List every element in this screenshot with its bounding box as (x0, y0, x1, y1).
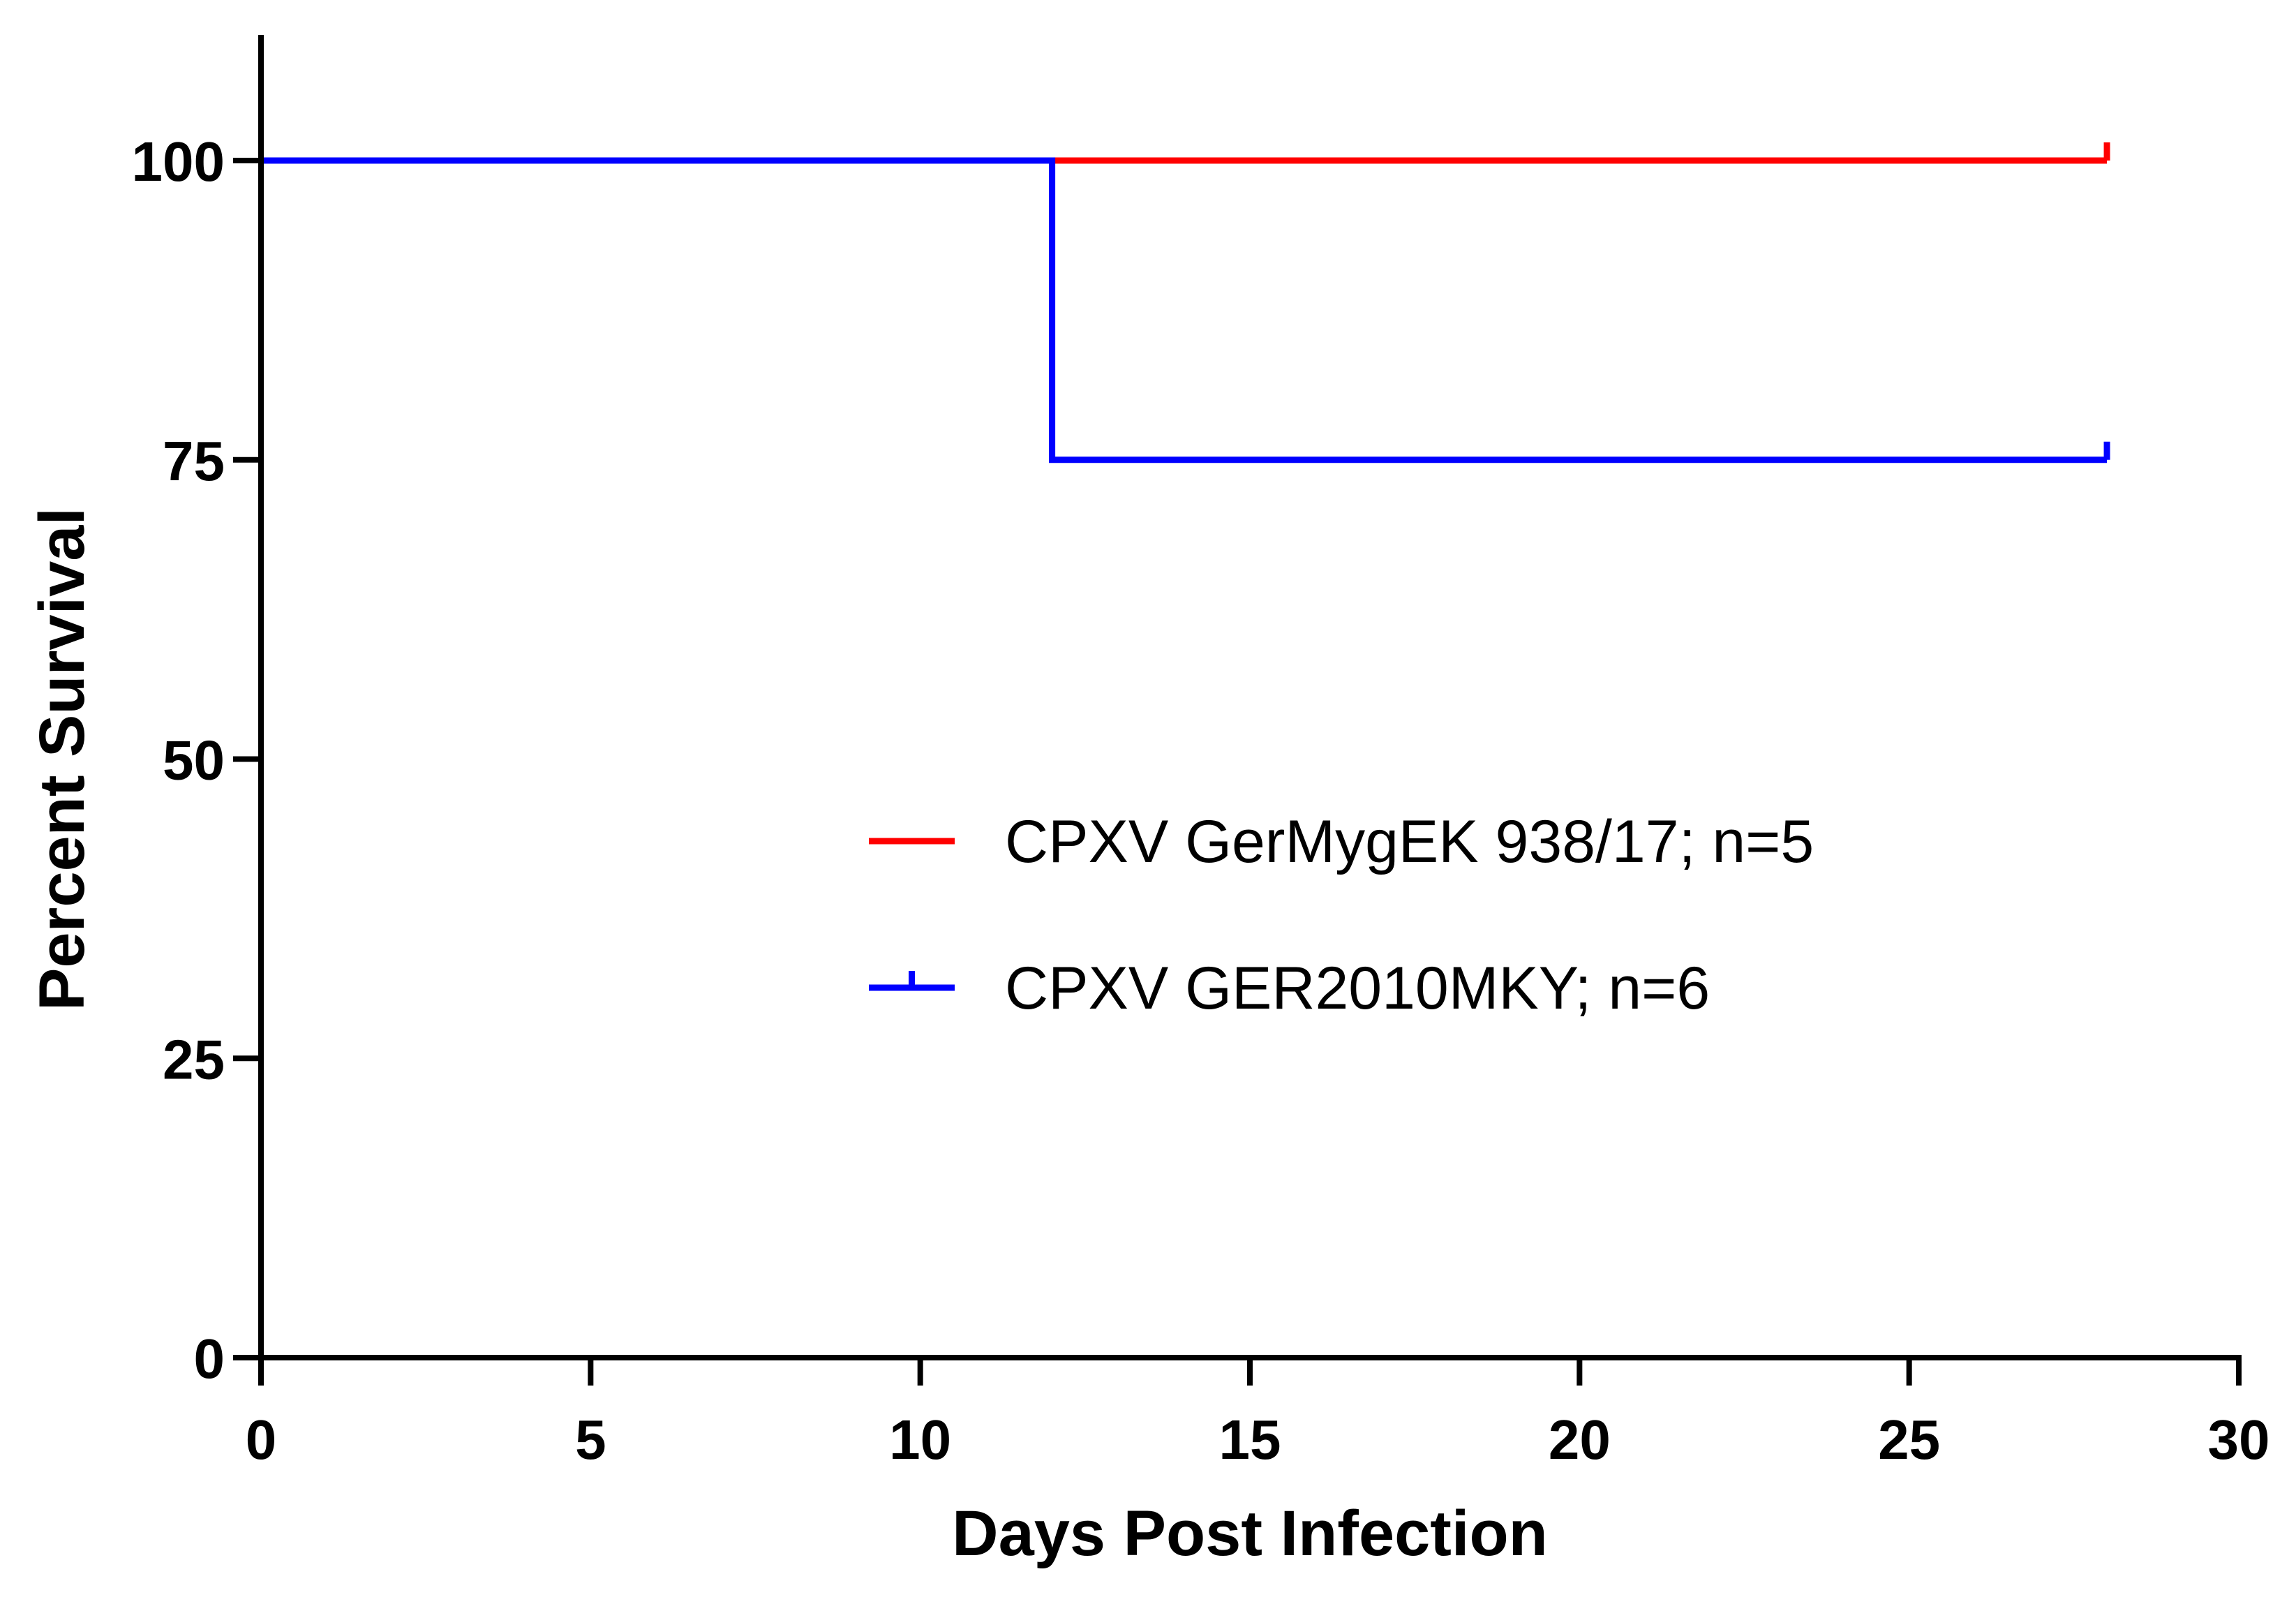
series-line-2 (261, 157, 2108, 463)
x-tick-label: 30 (2208, 1409, 2270, 1471)
legend-label: CPXV GerMygEK 938/17; n=5 (1005, 808, 1814, 875)
x-tick-label: 20 (1549, 1409, 1611, 1471)
x-tick-label: 0 (246, 1409, 277, 1471)
y-tick-label: 0 (194, 1328, 225, 1390)
x-axis-title: Days Post Infection (952, 1498, 1548, 1569)
y-tick-label: 75 (163, 430, 225, 492)
y-axis-title: Percent Survival (27, 507, 98, 1011)
legend: CPXV GerMygEK 938/17; n=5 CPXV GER2010MKY… (869, 808, 1814, 1022)
axes-layer (258, 35, 2242, 1360)
x-tick-label: 25 (1878, 1409, 1940, 1471)
x-tick-label: 5 (575, 1409, 606, 1471)
x-tick-label: 15 (1219, 1409, 1281, 1471)
y-tick-label: 50 (163, 729, 225, 792)
x-tick-label: 10 (889, 1409, 951, 1471)
y-tick-label: 25 (163, 1028, 225, 1090)
y-tick-label: 100 (132, 131, 225, 193)
legend-label: CPXV GER2010MKY; n=6 (1005, 955, 1710, 1022)
ticks-layer: 0 5 10 15 20 25 30 0 25 50 75 100 (132, 131, 2270, 1471)
series-layer (261, 142, 2110, 463)
